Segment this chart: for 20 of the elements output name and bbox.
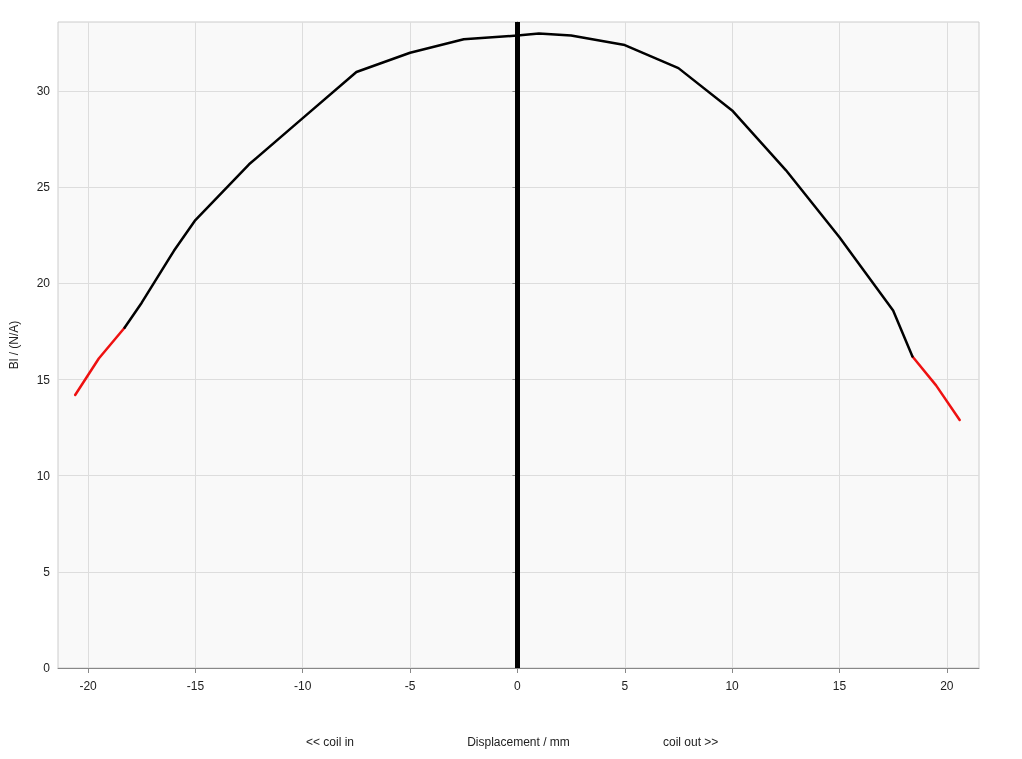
x-tick-label: -5: [404, 679, 416, 693]
x-tick-label: -10: [294, 679, 312, 693]
y-tick-label: 5: [43, 564, 51, 579]
x-axis-title: Displacement / mm: [467, 735, 570, 749]
y-tick-label: 25: [36, 180, 51, 195]
y-tick-label: 20: [36, 276, 51, 291]
y-axis-title: Bl / (N/A): [7, 320, 21, 370]
x-tick-label: -20: [79, 679, 98, 693]
y-tick-label: 0: [43, 661, 51, 675]
x-tick-label: -15: [186, 679, 205, 693]
y-tick-label: 10: [36, 468, 51, 483]
text: << coil in: [306, 735, 355, 749]
x-tick-label: 5: [621, 679, 629, 693]
x-tick-label: 10: [725, 679, 740, 693]
x-tick-label: 20: [940, 679, 954, 693]
x-tick-label: 15: [832, 679, 847, 693]
y-tick-label: 30: [36, 84, 51, 99]
text: coil out >>: [663, 735, 719, 749]
y-tick-label: 15: [36, 372, 51, 387]
x-tick-label: 0: [514, 679, 522, 693]
